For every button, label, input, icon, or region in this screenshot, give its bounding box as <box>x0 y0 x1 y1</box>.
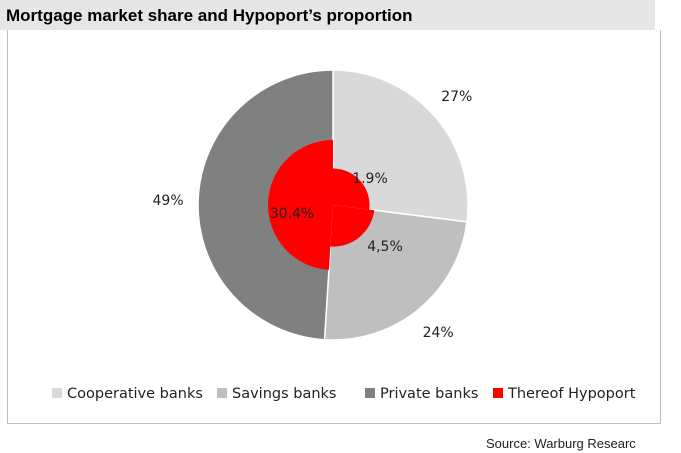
hypoport-wedge-private-banks <box>268 140 333 270</box>
chart-title: Mortgage market share and Hypoport’s pro… <box>6 6 413 25</box>
inner-data-label: 1.9% <box>352 171 388 187</box>
hypoport-wedge-savings-banks <box>330 205 375 247</box>
pie-slice-savings-banks <box>323 204 468 341</box>
legend-label: Private banks <box>380 386 478 402</box>
legend-swatch <box>217 388 227 398</box>
outer-data-label: 27% <box>441 89 472 105</box>
legend-swatch <box>365 388 375 398</box>
source-note: Source: Warburg Researc <box>486 436 636 451</box>
legend-swatch <box>493 388 503 398</box>
legend-label: Cooperative banks <box>67 386 203 402</box>
inner-data-label: 30.4% <box>270 206 314 222</box>
title-bar: Mortgage market share and Hypoport’s pro… <box>0 0 655 30</box>
hypoport-wedge-cooperative-banks <box>333 168 370 210</box>
pie-slice-private-banks <box>197 69 334 341</box>
legend-label: Savings banks <box>232 386 337 402</box>
pie-slice-cooperative-banks <box>332 69 469 223</box>
legend-swatch <box>52 388 62 398</box>
outer-data-label: 49% <box>153 193 184 209</box>
legend-label: Thereof Hypoport <box>507 386 636 402</box>
outer-data-label: 24% <box>423 325 454 341</box>
inner-data-label: 4,5% <box>367 239 403 255</box>
